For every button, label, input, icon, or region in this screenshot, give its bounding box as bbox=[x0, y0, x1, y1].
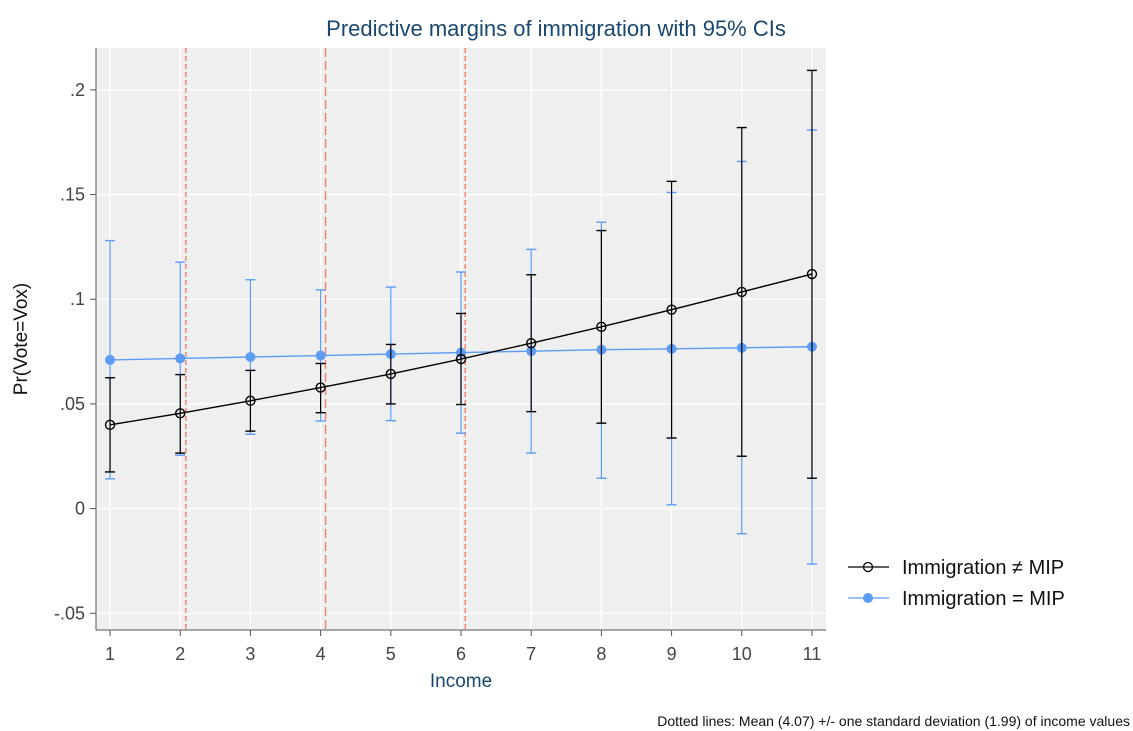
point-s1-1 bbox=[175, 353, 186, 364]
legend-marker-hollow-icon bbox=[862, 561, 874, 573]
legend-label-mip: Immigration = MIP bbox=[902, 588, 1065, 610]
series-line-0 bbox=[109, 273, 813, 426]
series-0 bbox=[104, 69, 818, 479]
point-s0-10 bbox=[806, 268, 818, 280]
point-s0-0 bbox=[104, 419, 116, 431]
y-axis-label: Pr(Vote=Vox) bbox=[11, 283, 32, 395]
point-s0-4 bbox=[385, 368, 397, 380]
x-tick-label-8: 9 bbox=[667, 644, 677, 664]
y-tick-label-0: -.05 bbox=[54, 603, 85, 623]
x-axis-label: Income bbox=[430, 671, 492, 692]
x-tick-label-7: 8 bbox=[596, 644, 606, 664]
data-series bbox=[104, 69, 818, 565]
point-s1-0 bbox=[105, 354, 116, 365]
legend-label-not-mip: Immigration ≠ MIP bbox=[902, 557, 1064, 579]
point-s0-6 bbox=[525, 337, 537, 349]
x-tick-label-9: 10 bbox=[732, 644, 752, 664]
y-tick-label-4: .15 bbox=[60, 185, 85, 205]
x-tick-label-0: 1 bbox=[105, 644, 115, 664]
x-tick-label-6: 7 bbox=[526, 644, 536, 664]
x-tick-label-1: 2 bbox=[175, 644, 185, 664]
legend-marker-filled-icon bbox=[863, 593, 873, 603]
point-s0-2 bbox=[245, 395, 256, 406]
y-tick-label-3: .1 bbox=[70, 289, 85, 309]
x-tick-label-2: 3 bbox=[245, 644, 255, 664]
y-tick-label-5: .2 bbox=[70, 80, 85, 100]
point-s0-8 bbox=[666, 304, 677, 315]
legend-entry-mip: Immigration = MIP bbox=[848, 588, 1065, 610]
point-s0-1 bbox=[175, 408, 186, 419]
point-s0-5 bbox=[455, 353, 467, 365]
point-s1-3 bbox=[315, 350, 326, 361]
y-tick-label-2: .05 bbox=[60, 394, 85, 414]
point-s0-3 bbox=[315, 382, 326, 393]
x-tick-label-5: 6 bbox=[456, 644, 466, 664]
x-tick-label-4: 5 bbox=[386, 644, 396, 664]
legend: Immigration ≠ MIP Immigration = MIP bbox=[848, 557, 1065, 610]
point-s0-9 bbox=[736, 286, 747, 298]
x-tick-label-10: 11 bbox=[803, 644, 822, 664]
chart-title: Predictive margins of immigration with 9… bbox=[326, 16, 786, 41]
point-s1-2 bbox=[245, 352, 256, 363]
point-s0-7 bbox=[596, 321, 607, 333]
footnote: Dotted lines: Mean (4.07) +/- one standa… bbox=[657, 713, 1130, 729]
reference-lines bbox=[185, 48, 466, 630]
axes: -.05 0 .05 .1 .15 .2 1 2 3 4 5 6 7 8 9 10 11 bbox=[54, 48, 826, 664]
legend-entry-not-mip: Immigration ≠ MIP bbox=[848, 557, 1064, 579]
x-tick-label-3: 4 bbox=[316, 644, 326, 664]
y-tick-label-1: 0 bbox=[75, 499, 85, 519]
